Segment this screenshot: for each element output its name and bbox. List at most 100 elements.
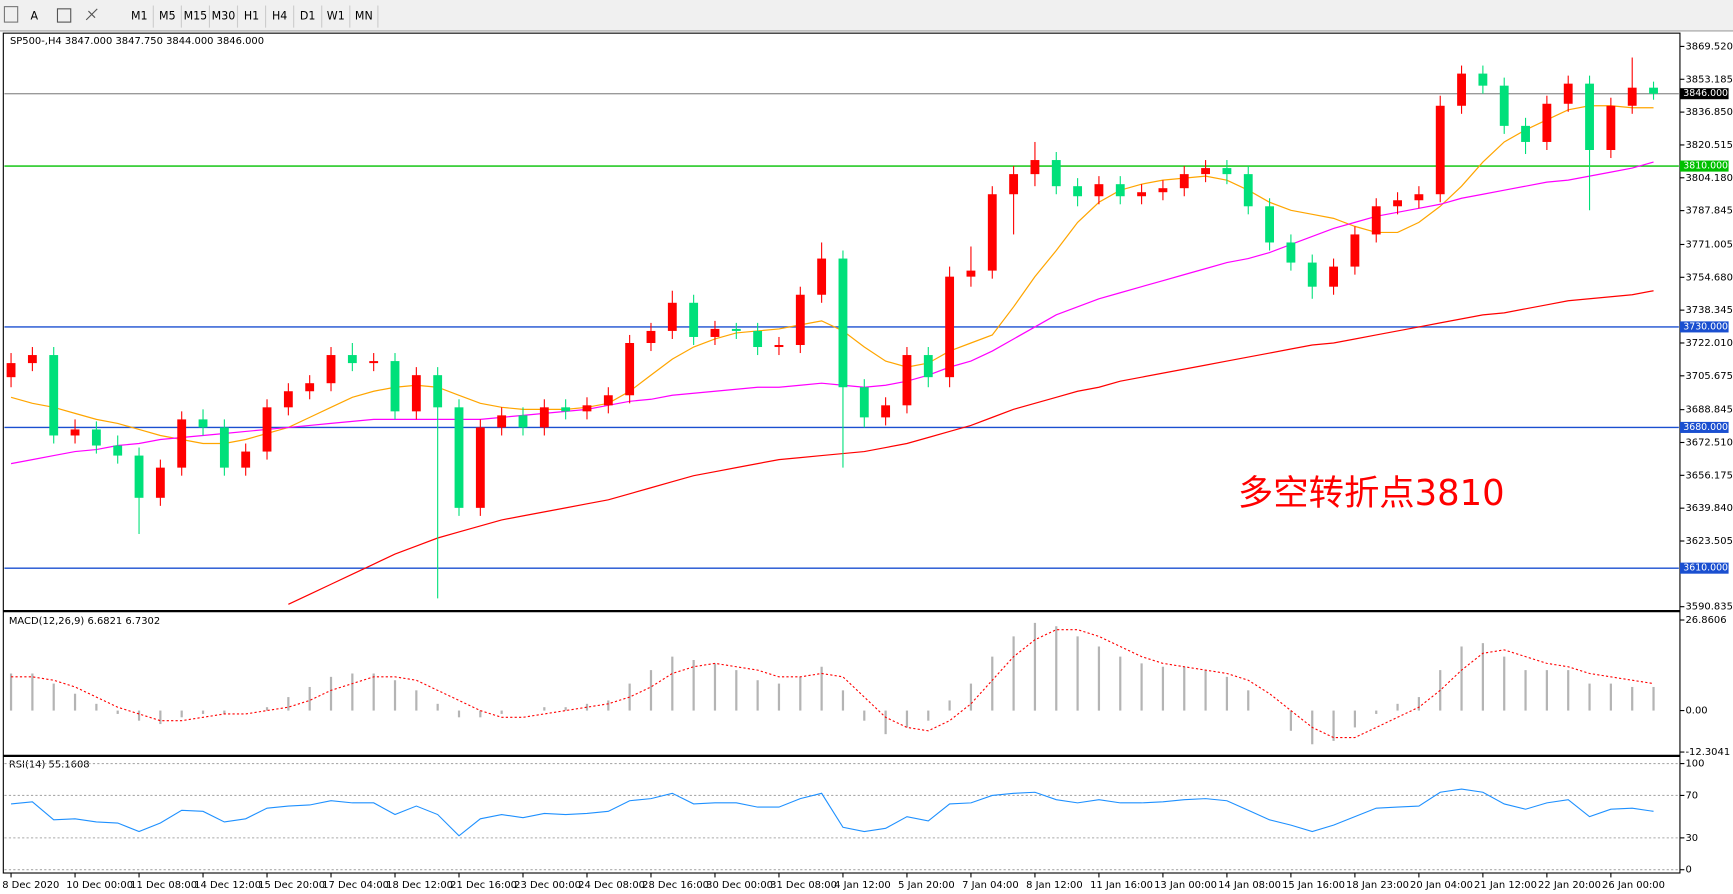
candle-body xyxy=(49,355,59,436)
candle-body xyxy=(710,328,720,337)
candle-body xyxy=(1030,160,1040,175)
x-tick-label: 11 Dec 08:00 xyxy=(130,880,197,891)
y-tick-label: 3590.835 xyxy=(1685,602,1732,613)
y-tick-label: 3804.180 xyxy=(1685,173,1732,184)
moving-average xyxy=(10,105,1654,445)
x-tick-label: 28 Dec 16:00 xyxy=(642,880,709,891)
y-tick-label: 3672.510 xyxy=(1685,437,1732,448)
candle-body xyxy=(1585,83,1594,150)
candle-body xyxy=(1201,168,1211,175)
candle-body xyxy=(1137,192,1147,197)
x-tick-label: 13 Jan 00:00 xyxy=(1154,880,1217,891)
candle-body xyxy=(838,258,848,388)
candle-body xyxy=(1158,188,1168,193)
candle-body xyxy=(219,427,229,468)
candle-body xyxy=(326,355,336,384)
x-tick-label: 11 Jan 16:00 xyxy=(1090,880,1153,891)
chart-title: SP500-,H4 3847.000 3847.750 3844.000 384… xyxy=(10,36,264,47)
level-label: 3730.000 xyxy=(1683,321,1728,332)
candle-body xyxy=(155,467,165,498)
candle-body xyxy=(1243,174,1253,207)
candle-body xyxy=(1649,87,1658,94)
toolbar-button[interactable]: MN xyxy=(355,10,373,23)
candle-body xyxy=(241,451,251,468)
candle-body xyxy=(1499,85,1509,126)
candle-body xyxy=(518,415,528,428)
y-tick-label: 3853.185 xyxy=(1685,74,1732,85)
candle-body xyxy=(475,427,485,508)
y-tick-label: 3787.845 xyxy=(1685,206,1732,217)
candle-body xyxy=(91,429,101,446)
level-label: 3680.000 xyxy=(1683,422,1728,433)
candle-body xyxy=(1179,174,1189,189)
x-tick-label: 17 Dec 04:00 xyxy=(322,880,389,891)
candle-body xyxy=(753,330,763,348)
toolbar-button[interactable]: M30 xyxy=(212,10,236,23)
macd-signal xyxy=(11,629,1654,739)
candle-body xyxy=(774,345,784,348)
toolbar-button[interactable]: A xyxy=(30,10,38,23)
x-tick-label: 14 Dec 12:00 xyxy=(194,880,261,891)
icon[interactable] xyxy=(56,8,72,23)
candle-body xyxy=(603,395,613,406)
x-tick-label: 21 Jan 12:00 xyxy=(1474,880,1537,891)
x-tick-label: 31 Dec 08:00 xyxy=(770,880,837,891)
candle-body xyxy=(1478,73,1488,86)
toolbar-button[interactable]: W1 xyxy=(327,10,345,23)
rsi-title: RSI(14) 55.1608 xyxy=(9,760,90,771)
candle-body xyxy=(411,375,421,412)
candle-body xyxy=(646,330,656,343)
x-tick-label: 18 Dec 12:00 xyxy=(386,880,453,891)
toolbar-button[interactable]: M5 xyxy=(159,10,176,23)
level-tag xyxy=(1679,321,1729,333)
candle-body xyxy=(1222,168,1232,175)
toolbar-button[interactable]: H1 xyxy=(244,10,259,23)
x-tick-label: 10 Dec 00:00 xyxy=(66,880,133,891)
y-tick-label: 3656.175 xyxy=(1685,470,1732,481)
candle-body xyxy=(1521,125,1530,142)
candle-body xyxy=(859,387,869,418)
candle-body xyxy=(795,294,805,346)
y-tick-label: 26.8606 xyxy=(1685,615,1726,626)
macd-title: MACD(12,26,9) 6.6821 6.7302 xyxy=(9,616,160,627)
y-tick-label: 3688.845 xyxy=(1685,405,1732,416)
toolbar-button[interactable]: M15 xyxy=(184,10,208,23)
candle-body xyxy=(1414,194,1424,201)
x-tick-label: 26 Jan 00:00 xyxy=(1602,880,1665,891)
icon[interactable] xyxy=(85,8,98,21)
candle-body xyxy=(1286,242,1296,263)
icon[interactable] xyxy=(3,6,19,23)
moving-average xyxy=(10,161,1654,465)
x-tick-label: 22 Jan 20:00 xyxy=(1538,880,1601,891)
candle-body xyxy=(262,407,272,452)
y-tick-label: 0.00 xyxy=(1685,706,1707,717)
level-label: 3810.000 xyxy=(1683,161,1728,172)
x-tick-label: 15 Jan 16:00 xyxy=(1282,880,1345,891)
candle-body xyxy=(966,270,976,277)
candle-body xyxy=(667,302,677,331)
candle-body xyxy=(1094,184,1104,197)
toolbar-button[interactable]: H4 xyxy=(272,10,287,23)
level-label: 3846.000 xyxy=(1683,88,1728,99)
x-tick-label: 15 Dec 20:00 xyxy=(258,880,325,891)
level-tag xyxy=(1679,160,1729,172)
candle-body xyxy=(433,375,443,408)
toolbar-button[interactable]: M1 xyxy=(131,10,148,23)
x-tick-label: 4 Jan 12:00 xyxy=(834,880,891,891)
candle-body xyxy=(1435,105,1445,195)
x-tick-label: 8 Jan 12:00 xyxy=(1026,880,1083,891)
candle-body xyxy=(561,407,571,412)
candle-body xyxy=(1051,160,1061,187)
candle-body xyxy=(923,355,933,378)
candle-body xyxy=(454,407,464,508)
x-tick-label: 14 Jan 08:00 xyxy=(1218,880,1281,891)
toolbar-button[interactable]: D1 xyxy=(300,10,316,23)
y-tick-label: 3771.005 xyxy=(1685,239,1732,250)
candle-body xyxy=(305,383,315,392)
candle-body xyxy=(881,405,891,418)
y-tick-label: 30 xyxy=(1685,833,1698,844)
candle-body xyxy=(6,363,16,378)
candle-body xyxy=(817,258,827,295)
candle-body xyxy=(731,328,741,331)
